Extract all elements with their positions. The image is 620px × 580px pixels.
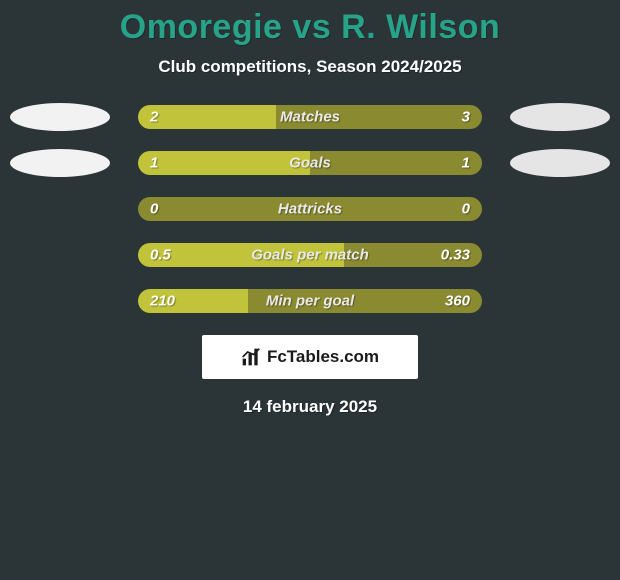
brand-text: FcTables.com [267,347,379,367]
stat-value-right: 0 [462,201,470,218]
player-right-marker [510,103,610,131]
player-left-marker [10,149,110,177]
stat-row: 2 Matches 3 [0,105,620,129]
stat-bar: 2 Matches 3 [138,105,482,129]
stat-value-right: 360 [445,293,470,310]
brand-badge[interactable]: FcTables.com [202,335,418,379]
stat-row: 0.5 Goals per match 0.33 [0,243,620,267]
stat-row: 1 Goals 1 [0,151,620,175]
stat-label: Goals [289,155,331,172]
subtitle: Club competitions, Season 2024/2025 [0,57,620,77]
stat-label: Min per goal [266,293,354,310]
stat-bar: 210 Min per goal 360 [138,289,482,313]
bar-chart-icon [241,347,261,367]
stat-value-right: 1 [462,155,470,172]
stat-value-left: 210 [150,293,175,310]
stat-value-left: 2 [150,109,158,126]
stat-label: Matches [280,109,340,126]
player-left-marker [10,103,110,131]
stat-value-right: 3 [462,109,470,126]
stat-bar: 0.5 Goals per match 0.33 [138,243,482,267]
stat-label: Hattricks [278,201,342,218]
stat-value-right: 0.33 [441,247,470,264]
stat-bar: 1 Goals 1 [138,151,482,175]
stat-value-left: 0 [150,201,158,218]
stat-bar-fill [138,151,310,175]
stat-value-left: 0.5 [150,247,171,264]
comparison-card: Omoregie vs R. Wilson Club competitions,… [0,0,620,417]
stat-label: Goals per match [251,247,369,264]
page-title: Omoregie vs R. Wilson [0,8,620,47]
stat-row: 210 Min per goal 360 [0,289,620,313]
stat-value-left: 1 [150,155,158,172]
stat-bar-fill [138,105,276,129]
date-text: 14 february 2025 [0,397,620,417]
player-right-marker [510,149,610,177]
stat-rows: 2 Matches 3 1 Goals 1 0 Hattricks 0 0.5 Goals per … [0,105,620,313]
stat-row: 0 Hattricks 0 [0,197,620,221]
stat-bar: 0 Hattricks 0 [138,197,482,221]
